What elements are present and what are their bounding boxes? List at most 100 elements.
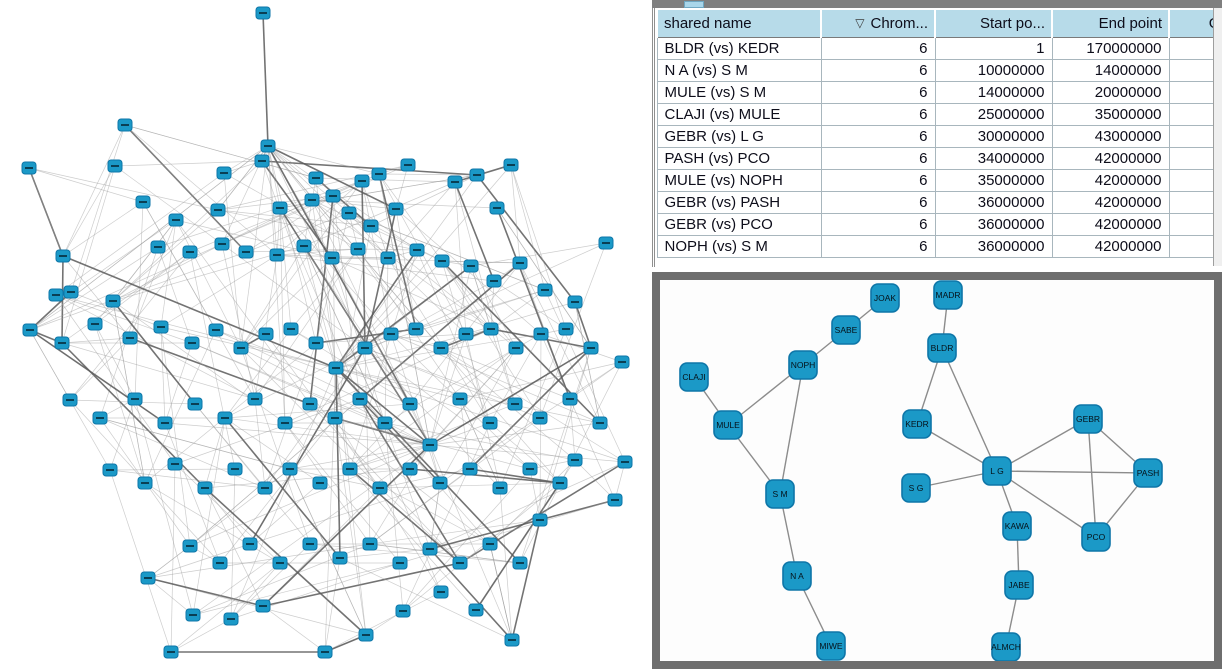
table-cell[interactable]: 30000000: [934, 125, 1053, 148]
network-node[interactable]: [210, 203, 226, 217]
network-node[interactable]: [371, 167, 387, 181]
network-edge[interactable]: [490, 289, 546, 330]
network-edge[interactable]: [539, 347, 592, 521]
network-node[interactable]: [238, 245, 254, 259]
network-edge[interactable]: [147, 577, 194, 616]
column-header-1[interactable]: ▽ Chrom...: [820, 8, 936, 38]
network-edge[interactable]: [265, 333, 381, 489]
network-node[interactable]: [486, 274, 502, 288]
table-row[interactable]: NOPH (vs) S M636000000420000009.9: [656, 235, 1222, 258]
table-cell[interactable]: 42000000: [1051, 147, 1170, 170]
network-node[interactable]: [254, 154, 270, 168]
table-cell[interactable]: 1: [934, 37, 1053, 60]
network-edge[interactable]: [124, 124, 247, 253]
network-edge[interactable]: [230, 562, 281, 620]
network-edge[interactable]: [279, 207, 361, 400]
network-node[interactable]: [598, 236, 614, 250]
network-node[interactable]: [558, 322, 574, 336]
network-edge[interactable]: [262, 12, 269, 147]
network-node[interactable]: [363, 219, 379, 233]
network-node[interactable]: [92, 411, 108, 425]
table-cell[interactable]: 6: [820, 213, 936, 236]
network-edge[interactable]: [369, 543, 521, 564]
network-edge[interactable]: [384, 422, 404, 612]
table-row[interactable]: GEBR (vs) L G6300000004300000016.9: [656, 125, 1222, 148]
network-edge[interactable]: [284, 422, 401, 564]
table-row[interactable]: BLDR (vs) KEDR61170000000192.0: [656, 37, 1222, 60]
network-node[interactable]: [157, 416, 173, 430]
network-edge[interactable]: [267, 145, 418, 251]
network-edge[interactable]: [309, 195, 334, 405]
network-node[interactable]: [117, 118, 133, 132]
network-edge[interactable]: [170, 618, 232, 653]
network-node[interactable]: [377, 416, 393, 430]
table-cell[interactable]: 6: [820, 147, 936, 170]
network-edge[interactable]: [230, 367, 337, 620]
network-edge[interactable]: [28, 167, 219, 211]
network-node[interactable]: [532, 513, 548, 527]
network-edge[interactable]: [574, 459, 616, 501]
table-cell[interactable]: 36000000: [934, 235, 1053, 258]
network-edge[interactable]: [224, 403, 411, 419]
network-edge[interactable]: [99, 417, 291, 470]
network-edge[interactable]: [230, 543, 311, 620]
network-edge[interactable]: [540, 333, 616, 501]
network-edge[interactable]: [240, 145, 269, 349]
network-node[interactable]: [233, 341, 249, 355]
filtered-network-canvas[interactable]: JOAK SABE NOPH CLAJI MULE S M N A MIWE MADR BLDR K…: [660, 280, 1214, 666]
network-edge[interactable]: [164, 422, 431, 446]
network-edge[interactable]: [215, 329, 411, 405]
network-edge[interactable]: [264, 342, 317, 489]
network-edge[interactable]: [262, 562, 461, 607]
network-node[interactable]: [388, 202, 404, 216]
network-edge[interactable]: [147, 543, 251, 579]
network-edge[interactable]: [489, 543, 513, 641]
network-node[interactable]: [260, 139, 276, 153]
network-edge[interactable]: [387, 257, 491, 424]
table-cell[interactable]: 43000000: [1051, 125, 1170, 148]
network-edge[interactable]: [539, 333, 542, 521]
network-edge[interactable]: [335, 367, 341, 559]
network-node[interactable]: [395, 604, 411, 618]
network-edge[interactable]: [349, 468, 477, 611]
network-edge[interactable]: [496, 207, 571, 400]
network-node[interactable]: [408, 322, 424, 336]
table-cell[interactable]: 192.0: [1168, 37, 1222, 60]
network-edge[interactable]: [384, 422, 576, 461]
network-edge[interactable]: [224, 417, 341, 559]
network-node[interactable]: [22, 323, 38, 337]
network-node[interactable]: [617, 455, 633, 469]
network-node[interactable]: [302, 397, 318, 411]
network-edge[interactable]: [267, 145, 278, 256]
network-node[interactable]: [208, 323, 224, 337]
network-edge[interactable]: [240, 257, 333, 349]
network-edge[interactable]: [441, 260, 517, 349]
node-JABE[interactable]: JABE: [1004, 570, 1034, 600]
network-edge[interactable]: [469, 468, 561, 484]
network-node[interactable]: [402, 397, 418, 411]
network-node[interactable]: [255, 599, 271, 613]
network-edge[interactable]: [339, 557, 513, 641]
network-node[interactable]: [102, 463, 118, 477]
network-node[interactable]: [187, 397, 203, 411]
network-edge[interactable]: [70, 124, 126, 293]
network-node[interactable]: [302, 537, 318, 551]
network-edge[interactable]: [349, 347, 517, 470]
network-edge[interactable]: [379, 482, 561, 489]
table-row[interactable]: MULE (vs) S M614000000200000007.5: [656, 81, 1222, 104]
network-node[interactable]: [357, 341, 373, 355]
network-edge-LG-PCO[interactable]: [996, 470, 1097, 538]
network-edge[interactable]: [529, 468, 541, 521]
network-edge[interactable]: [309, 543, 521, 564]
network-edge-GEBR-PCO[interactable]: [1087, 418, 1097, 538]
network-edge[interactable]: [574, 301, 592, 349]
network-edge[interactable]: [361, 180, 392, 335]
network-edge[interactable]: [29, 246, 159, 331]
network-edge[interactable]: [254, 398, 266, 489]
network-edge[interactable]: [315, 177, 456, 183]
node-MULE[interactable]: MULE: [713, 410, 743, 440]
network-edge[interactable]: [142, 201, 256, 400]
network-edge[interactable]: [429, 265, 472, 446]
network-node[interactable]: [214, 237, 230, 251]
network-edge[interactable]: [62, 124, 126, 257]
